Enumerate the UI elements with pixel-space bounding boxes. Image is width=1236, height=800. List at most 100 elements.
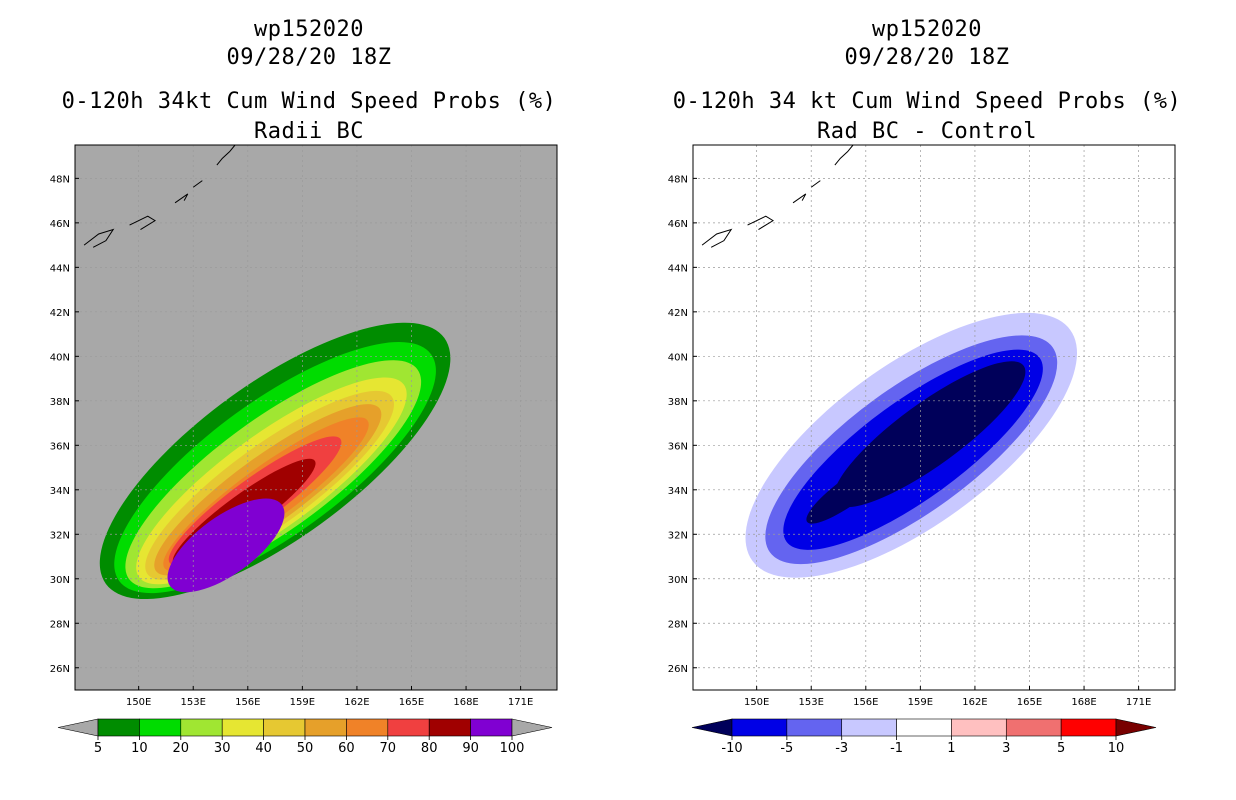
y-tick-label: 42N	[50, 308, 70, 319]
colorbar-swatch	[180, 718, 223, 737]
colorbar-label: 40	[255, 741, 272, 756]
datetime: 09/28/20 18Z	[844, 45, 1010, 70]
colorbar-swatch	[731, 718, 788, 737]
colorbar-label: 30	[214, 741, 231, 756]
y-tick-label: 32N	[668, 530, 688, 541]
y-tick-label: 30N	[668, 575, 688, 586]
colorbar-swatch	[1005, 718, 1062, 737]
colorbar-swatch	[221, 718, 264, 737]
colorbar-swatch	[786, 718, 843, 737]
x-tick-label: 168E	[1071, 697, 1096, 708]
plot-frame	[74, 144, 558, 691]
chart-title: 0-120h 34 kt Cum Wind Speed Probs (%)	[672, 89, 1182, 114]
colorbar-label: -10	[721, 741, 742, 756]
x-tick-label: 159E	[908, 697, 933, 708]
colorbar-label: 10	[131, 741, 148, 756]
chart-subtitle: Radii BC	[254, 119, 364, 144]
colorbar-label: 10	[1108, 741, 1125, 756]
contour-level--10b	[806, 455, 897, 524]
storm-id: wp152020	[254, 17, 364, 42]
plot-frame	[692, 144, 1176, 691]
y-tick-label: 44N	[668, 263, 688, 274]
y-tick-label: 48N	[668, 174, 688, 185]
x-tick-label: 171E	[508, 697, 533, 708]
chart-title: 0-120h 34kt Cum Wind Speed Probs (%)	[61, 89, 557, 114]
coastline	[174, 193, 189, 204]
colorbar-label: 70	[380, 741, 397, 756]
colorbar-swatch	[470, 718, 513, 737]
y-tick-label: 28N	[668, 619, 688, 630]
coastline	[216, 144, 236, 166]
colorbar-label: 90	[462, 741, 479, 756]
y-tick-label: 34N	[50, 486, 70, 497]
coastline	[810, 180, 821, 188]
colorbar-label: 60	[338, 741, 355, 756]
coastline	[747, 215, 774, 230]
right-map: 150E 153E 156E 159E 162E 165E 168E 171E 26N 28N 30…	[668, 144, 1176, 756]
x-tick-label: 159E	[290, 697, 315, 708]
colorbar-label: 100	[500, 741, 525, 756]
colorbar-label: 1	[947, 741, 955, 756]
colorbar-right-arrow	[1115, 718, 1157, 737]
y-tick-label: 44N	[50, 263, 70, 274]
colorbar-label: 5	[1057, 741, 1065, 756]
colorbar-label: -5	[780, 741, 793, 756]
colorbar-swatch	[1060, 718, 1117, 737]
x-tick-label: 165E	[399, 697, 424, 708]
y-tick-label: 40N	[668, 352, 688, 363]
y-tick-label: 26N	[668, 664, 688, 675]
x-tick-label: 162E	[344, 697, 369, 708]
coastline	[834, 144, 854, 166]
y-tick-label: 38N	[50, 397, 70, 408]
colorbar-left-arrow	[57, 718, 99, 737]
colorbar-label: 5	[94, 741, 102, 756]
contour-level-90	[167, 498, 285, 593]
y-tick-label: 48N	[50, 174, 70, 185]
y-tick-label: 32N	[50, 530, 70, 541]
colorbar-swatch	[896, 718, 952, 737]
storm-id: wp152020	[872, 17, 982, 42]
colorbar-label: 3	[1002, 741, 1010, 756]
coastline	[83, 228, 115, 248]
colorbar-label: -3	[835, 741, 848, 756]
colorbar-label: 50	[297, 741, 314, 756]
x-tick-label: 156E	[853, 697, 878, 708]
chart-subtitle: Rad BC - Control	[817, 119, 1037, 144]
colorbar-label: 80	[421, 741, 438, 756]
y-tick-label: 46N	[50, 219, 70, 230]
coastline	[792, 193, 807, 204]
colorbar-label: -1	[890, 741, 903, 756]
left-map: 150E 153E 156E 159E 162E 165E 168E 171E 26N 28N 30…	[50, 144, 558, 756]
x-tick-label: 150E	[126, 697, 151, 708]
x-tick-label: 153E	[799, 697, 824, 708]
y-tick-label: 42N	[668, 308, 688, 319]
x-tick-label: 153E	[181, 697, 206, 708]
y-tick-label: 30N	[50, 575, 70, 586]
colorbar-swatch	[841, 718, 897, 737]
x-tick-label: 168E	[453, 697, 478, 708]
y-tick-label: 28N	[50, 619, 70, 630]
colorbar-swatch	[428, 718, 471, 737]
y-tick-label: 26N	[50, 664, 70, 675]
colorbar-swatch	[97, 718, 140, 737]
colorbar-label: 20	[173, 741, 190, 756]
colorbar-swatch	[346, 718, 389, 737]
coastline	[701, 228, 733, 248]
y-tick-label: 38N	[668, 397, 688, 408]
coastline	[129, 215, 156, 230]
colorbar-swatch	[387, 718, 430, 737]
x-tick-label: 162E	[962, 697, 987, 708]
colorbar-right-arrow	[511, 718, 553, 737]
right-panel: wp152020 09/28/20 18Z 0-120h 34 kt Cum W…	[618, 0, 1236, 800]
datetime: 09/28/20 18Z	[226, 45, 392, 70]
y-tick-label: 40N	[50, 352, 70, 363]
x-tick-label: 165E	[1017, 697, 1042, 708]
left-panel: wp152020 09/28/20 18Z 0-120h 34kt Cum Wi…	[50, 17, 558, 756]
coastline	[192, 180, 203, 188]
colorbar-swatch	[263, 718, 306, 737]
colorbar-left-arrow	[691, 718, 733, 737]
y-tick-label: 36N	[668, 441, 688, 452]
x-tick-label: 150E	[744, 697, 769, 708]
colorbar-swatch	[951, 718, 1007, 737]
y-tick-label: 34N	[668, 486, 688, 497]
